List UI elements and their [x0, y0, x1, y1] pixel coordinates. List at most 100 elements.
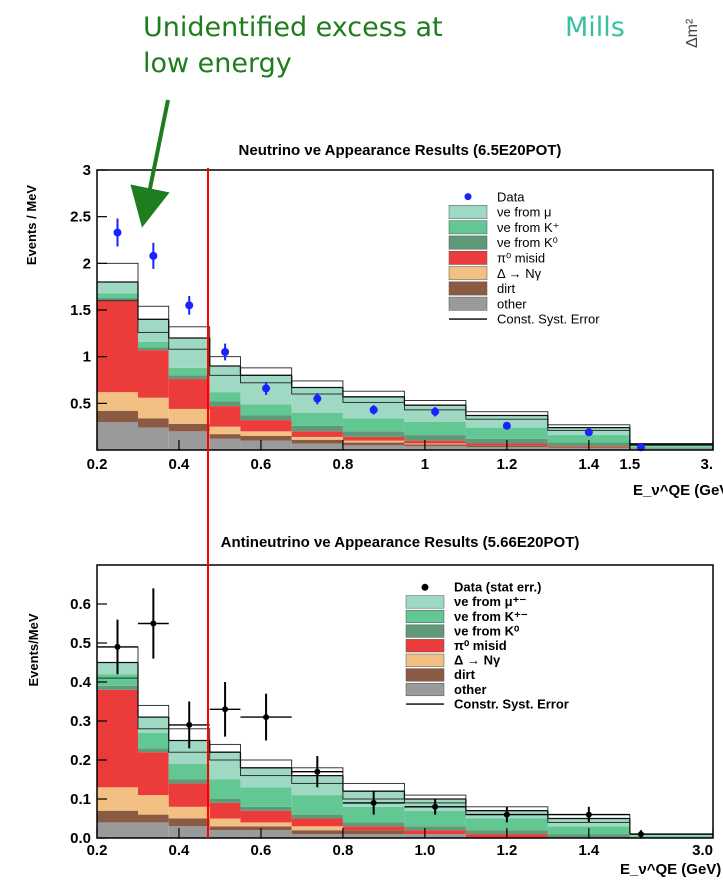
- annotation-text: Unidentified excess at low energy: [143, 10, 443, 82]
- stack-bar-other: [404, 834, 466, 838]
- legend-swatch-delta: [448, 266, 488, 281]
- stack-bar-nue_kplus: [240, 787, 292, 807]
- legend-label: νe from μ⁺⁻: [454, 594, 526, 609]
- data-point: [113, 228, 122, 237]
- stack-bar-nue_k0: [404, 435, 466, 441]
- x-tick-label: 1.4: [578, 842, 600, 859]
- stack-bar-nue_kplus: [465, 427, 548, 439]
- stack-bar-other: [342, 445, 405, 450]
- legend-swatch-nue_kplus: [405, 609, 445, 624]
- stack-bar-dirt: [97, 810, 138, 823]
- legend-label: Δ → Nγ: [497, 266, 542, 281]
- neutrino-chart: Neutrino νe Appearance Results (6.5E20PO…: [24, 142, 723, 499]
- legend-swatch-delta: [405, 653, 445, 667]
- chart-title: Neutrino νe Appearance Results (6.5E20PO…: [239, 142, 562, 159]
- legend-swatch-pi0: [405, 639, 445, 653]
- stack-bar-nue_k0: [291, 814, 343, 819]
- stack-bar-dirt: [240, 826, 292, 831]
- stack-bar-dirt: [291, 830, 343, 835]
- stack-bar-delta: [137, 795, 169, 815]
- data-point: [114, 643, 121, 650]
- x-tick-label: 0.8: [332, 842, 353, 859]
- legend-label: νe from K⁰: [454, 623, 520, 638]
- stack-bar-pi0: [291, 818, 343, 827]
- legend-label: π⁰ misid: [454, 638, 507, 653]
- data-point: [186, 721, 193, 728]
- data-point: [222, 706, 229, 713]
- stack-bar-pi0: [291, 431, 343, 437]
- data-point: [503, 811, 510, 818]
- stack-bar-other: [137, 427, 169, 450]
- stack-bar-dirt: [209, 434, 241, 439]
- stack-bar-pi0: [97, 689, 138, 788]
- legend-label: Constr. Syst. Error: [454, 696, 569, 711]
- stack-bar-other: [168, 431, 210, 450]
- x-tick-label: 0.8: [332, 456, 353, 473]
- stack-bar-nue_kplus: [209, 392, 241, 402]
- stack-bar-nue_mu: [209, 366, 241, 393]
- stack-bar-pi0: [404, 830, 466, 835]
- data-point: [369, 405, 378, 414]
- stack-bar-nue_kplus: [168, 763, 210, 780]
- x-tick-label: 3.0: [692, 842, 713, 859]
- legend-label: other: [497, 296, 527, 311]
- stack-bar-other: [240, 440, 292, 450]
- mills-label: Mills: [565, 12, 625, 43]
- legend-label: π⁰ misid: [497, 251, 545, 266]
- stack-bar-delta: [404, 443, 466, 445]
- x-tick-label: 3.: [700, 456, 713, 473]
- y-tick-label: 0.6: [70, 596, 91, 613]
- stack-bar-nue_kplus: [137, 732, 169, 749]
- y-axis-label: Events / MeV: [24, 185, 39, 266]
- stack-bar-pi0: [342, 436, 405, 441]
- stack-bar-nue_kplus: [629, 836, 713, 838]
- x-tick-label: 0.4: [169, 842, 191, 859]
- stack-bar-nue_kplus: [137, 341, 169, 348]
- stack-bar-pi0: [168, 783, 210, 807]
- y-tick-label: 3: [83, 162, 91, 179]
- data-point: [185, 301, 194, 310]
- x-tick-label: 1.5: [619, 456, 640, 473]
- legend-swatch-dirt: [405, 668, 445, 682]
- stack-bar-delta: [291, 826, 343, 831]
- stack-bar-dirt: [404, 444, 466, 447]
- stack-bar-nue_k0: [629, 448, 713, 450]
- stack-bar-nue_kplus: [168, 367, 210, 376]
- stack-bar-other: [137, 822, 169, 838]
- x-tick-label: 0.4: [169, 456, 191, 473]
- x-tick-label: 1.2: [496, 842, 517, 859]
- data-point: [637, 831, 644, 838]
- stack-bar-pi0: [137, 350, 169, 398]
- data-point: [262, 384, 271, 393]
- stack-bar-pi0: [209, 406, 241, 427]
- y-tick-label: 0.2: [70, 752, 91, 769]
- data-point: [432, 803, 439, 810]
- legend-label: Data (stat err.): [454, 580, 541, 595]
- stack-bar-nue_mu: [465, 415, 548, 428]
- x-tick-label: 1: [421, 456, 429, 473]
- stack-bar-delta: [168, 408, 210, 424]
- legend-swatch-other: [448, 296, 488, 311]
- data-point: [314, 768, 321, 775]
- legend-label: Data: [497, 189, 525, 204]
- stack-bar-nue_kplus: [97, 674, 138, 686]
- stack-bar-nue_mu: [168, 338, 210, 368]
- stack-bar-delta: [240, 431, 292, 436]
- stack-bar-nue_k0: [404, 826, 466, 831]
- stack-bar-nue_kplus: [404, 810, 466, 827]
- stack-bar-pi0: [168, 379, 210, 409]
- stack-bar-delta: [209, 818, 241, 827]
- y-tick-label: 0.5: [70, 395, 91, 412]
- stack-bar-nue_kplus: [342, 418, 405, 432]
- x-tick-label: 1.4: [578, 456, 600, 473]
- y-tick-label: 0.0: [70, 830, 91, 847]
- y-tick-label: 1: [83, 349, 91, 366]
- stack-bar-delta: [240, 822, 292, 827]
- legend-swatch-nue_kplus: [448, 220, 488, 235]
- y-tick-label: 0.1: [70, 791, 91, 808]
- legend-swatch-other: [405, 682, 445, 697]
- stack-bar-other: [97, 822, 138, 838]
- stack-bar-other: [240, 830, 292, 838]
- x-tick-label: 1.2: [496, 456, 517, 473]
